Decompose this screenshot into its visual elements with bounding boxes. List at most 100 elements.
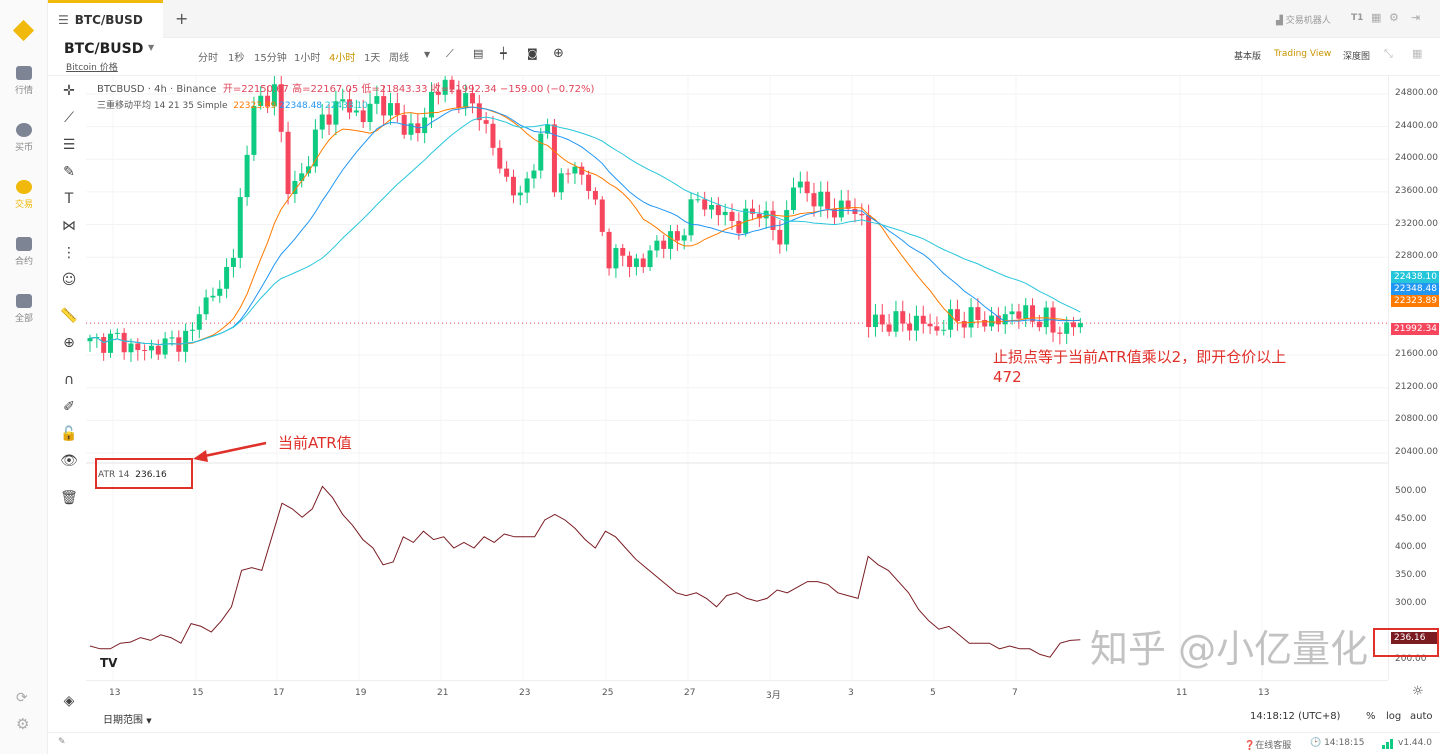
grid-layout-icon[interactable]: ▦ bbox=[1412, 47, 1423, 60]
candle-body bbox=[1071, 322, 1077, 328]
candle-body bbox=[831, 208, 837, 218]
text-icon[interactable]: T bbox=[64, 191, 74, 207]
axis-settings-icon[interactable]: ☼ bbox=[1412, 684, 1424, 699]
symbol-subtitle[interactable]: Bitcoin 价格 bbox=[66, 63, 118, 73]
auto-toggle[interactable]: auto bbox=[1410, 711, 1433, 722]
support-link[interactable]: ❓在线客服 bbox=[1244, 741, 1292, 751]
brush-icon[interactable]: ✎ bbox=[63, 164, 75, 180]
symbol-dropdown-icon[interactable]: ▼ bbox=[148, 43, 155, 52]
timeframe-6[interactable]: 周线 bbox=[389, 53, 409, 64]
candle-body bbox=[326, 114, 332, 125]
candle-body bbox=[476, 103, 482, 121]
prediction-icon[interactable]: ⋮ bbox=[62, 245, 76, 261]
lock-drawing-icon[interactable]: ✐ bbox=[63, 399, 75, 415]
add-tab-button[interactable]: + bbox=[175, 9, 189, 28]
price-chart[interactable] bbox=[86, 76, 1388, 680]
timeframe-5[interactable]: 1天 bbox=[364, 53, 381, 64]
symbol-name[interactable]: BTC/BUSD bbox=[64, 41, 144, 57]
camera-icon[interactable]: ◙ bbox=[527, 47, 538, 60]
timeframe-4[interactable]: 4小时 bbox=[329, 53, 356, 64]
time-tick: 27 bbox=[684, 688, 696, 698]
candle-body bbox=[463, 93, 469, 108]
candle-body bbox=[647, 250, 653, 268]
atr-legend: ATR 14 236.16 bbox=[98, 470, 167, 480]
basic-view-tab[interactable]: 基本版 bbox=[1234, 52, 1262, 62]
time-tick: 3 bbox=[848, 688, 854, 698]
edit-icon[interactable]: ✎ bbox=[58, 737, 66, 747]
candle-body bbox=[367, 103, 373, 123]
candle-body bbox=[189, 329, 195, 331]
bot-icon: ▟ bbox=[1276, 16, 1286, 26]
candle-body bbox=[859, 214, 865, 216]
candle-body bbox=[913, 315, 919, 331]
depth-tab[interactable]: 深度图 bbox=[1343, 52, 1371, 62]
date-range-button[interactable]: 日期范围 ▼ bbox=[103, 715, 152, 726]
nav-trade[interactable]: 交易 bbox=[0, 180, 48, 210]
lock-icon[interactable]: 🔓 bbox=[60, 426, 78, 442]
trading-bot-link[interactable]: ▟ 交易机器人 bbox=[1276, 16, 1331, 26]
add-icon[interactable]: ⊕ bbox=[553, 46, 564, 61]
refresh-icon[interactable]: ⟳ bbox=[16, 690, 28, 706]
candle-body bbox=[695, 199, 701, 201]
emoji-icon[interactable]: ☺ bbox=[61, 272, 77, 288]
tab-btc-busd[interactable]: ☰ BTC/BUSD bbox=[48, 0, 163, 38]
candle-body bbox=[135, 343, 141, 350]
timeframe-0[interactable]: 分时 bbox=[198, 53, 218, 64]
candle-type-icon[interactable]: ┿ bbox=[500, 47, 507, 60]
candle-body bbox=[292, 180, 298, 195]
ruler-icon[interactable]: 📏 bbox=[60, 308, 78, 324]
candle-body bbox=[435, 91, 441, 95]
atr-line bbox=[89, 485, 1081, 658]
nav-buy[interactable]: 买币 bbox=[0, 123, 48, 153]
binance-logo[interactable] bbox=[12, 19, 35, 42]
candle-body bbox=[620, 247, 626, 256]
time-tick: 19 bbox=[355, 688, 367, 698]
layout-icon[interactable]: ▦ bbox=[1371, 11, 1382, 24]
tradingview-tab[interactable]: Trading View bbox=[1274, 49, 1332, 59]
candle-body bbox=[258, 95, 264, 107]
exit-icon[interactable]: ⇥ bbox=[1411, 11, 1421, 24]
zoom-in-icon[interactable]: ⊕ bbox=[63, 335, 75, 351]
t1-button[interactable]: T1 bbox=[1351, 13, 1364, 23]
bar-chart-icon bbox=[16, 66, 32, 80]
moving-average-line bbox=[89, 116, 1081, 346]
nav-market[interactable]: 行情 bbox=[0, 66, 48, 96]
trash-icon[interactable]: 🗑 bbox=[60, 490, 78, 506]
candle-body bbox=[763, 210, 769, 219]
price-tick: 23200.00 bbox=[1395, 218, 1438, 229]
help-icon: ❓ bbox=[1244, 741, 1256, 751]
price-axis[interactable]: 24800.00 24400.00 24000.00 23600.00 23200.00… bbox=[1388, 76, 1440, 680]
fib-icon[interactable]: ☰ bbox=[62, 137, 76, 153]
trendline-icon[interactable]: ⟋ bbox=[64, 110, 74, 126]
timeframe-2[interactable]: 15分钟 bbox=[254, 53, 287, 64]
gear-icon[interactable]: ⚙ bbox=[1389, 11, 1399, 24]
layers-icon[interactable]: ◈ bbox=[63, 693, 75, 709]
eye-icon[interactable]: 👁 bbox=[60, 453, 78, 469]
server-time: 🕑 14:18:15 bbox=[1310, 738, 1365, 748]
percent-toggle[interactable]: % bbox=[1366, 711, 1376, 722]
candle-body bbox=[872, 314, 878, 328]
nav-futures[interactable]: 合约 bbox=[0, 237, 48, 267]
settings-icon[interactable]: ⚙ bbox=[16, 715, 30, 733]
magnet-icon[interactable]: ∩ bbox=[63, 372, 75, 388]
timeframe-1[interactable]: 1秒 bbox=[228, 53, 245, 64]
candle-body bbox=[265, 95, 271, 107]
candle-body bbox=[203, 297, 209, 315]
candle-body bbox=[1064, 322, 1070, 334]
candle-body bbox=[183, 330, 189, 352]
indicator-icon[interactable]: ⟋ bbox=[446, 47, 454, 60]
nav-all[interactable]: 全部 bbox=[0, 294, 48, 324]
price-tick: 24800.00 bbox=[1395, 88, 1438, 98]
more-timeframes-icon[interactable]: ▼ bbox=[424, 50, 431, 59]
candle-body bbox=[668, 231, 674, 249]
template-icon[interactable]: ▤ bbox=[473, 47, 484, 60]
pattern-icon[interactable]: ⋈ bbox=[62, 218, 76, 234]
candle-body bbox=[893, 311, 899, 332]
time-axis[interactable]: 13 15 17 19 21 23 25 27 3月 3 5 7 11 13 bbox=[86, 680, 1388, 705]
crosshair-icon[interactable]: ✛ bbox=[63, 83, 75, 99]
log-toggle[interactable]: log bbox=[1386, 711, 1402, 722]
candle-body bbox=[606, 231, 612, 269]
grid-icon bbox=[16, 294, 32, 308]
timeframe-3[interactable]: 1小时 bbox=[294, 53, 321, 64]
collapse-icon[interactable]: ⤡ bbox=[1384, 47, 1393, 60]
